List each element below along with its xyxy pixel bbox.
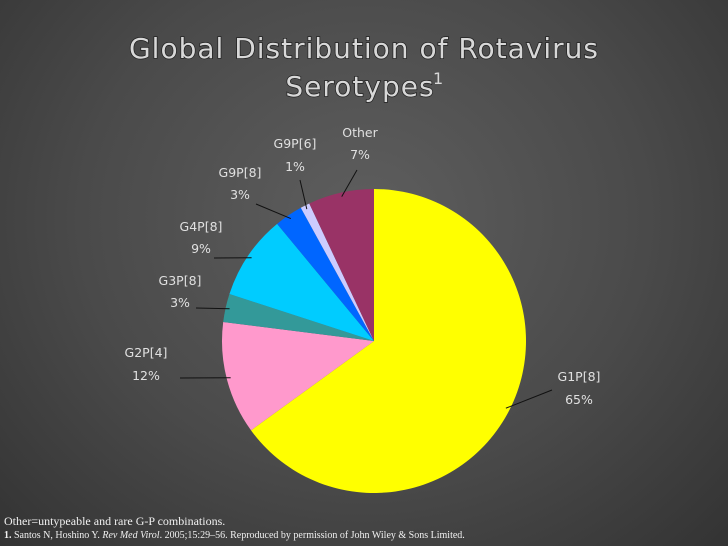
value-label: 1% (285, 159, 305, 174)
footnote-reference: 1. Santos N, Hoshino Y. Rev Med Virol. 2… (4, 530, 465, 541)
pie-slice (251, 189, 526, 493)
ref-rest: . 2005;15:29–56. Reproduced by permissio… (159, 530, 465, 541)
leader-line (505, 389, 553, 409)
pie-slice (300, 203, 374, 341)
title-superscript: 1 (433, 69, 443, 88)
ref-authors: Santos N, Hoshino Y. (14, 530, 100, 541)
value-label: 65% (565, 392, 593, 407)
slice-label: G1P[8] (558, 369, 601, 384)
leader-line (195, 307, 230, 310)
title-line-1: Global Distribution of Rotavirus (129, 32, 599, 65)
value-label: 7% (350, 147, 370, 162)
slice-label: Other (342, 125, 378, 140)
value-label: 3% (230, 187, 250, 202)
leader-line (341, 169, 358, 197)
leader-line (255, 203, 292, 220)
slice-label: G3P[8] (159, 273, 202, 288)
leader-line (299, 179, 308, 210)
ref-journal: Rev Med Virol (102, 530, 160, 541)
footnote-note: Other=untypeable and rare G-P combinatio… (4, 514, 226, 528)
pie-slice (309, 189, 374, 341)
slice-label: G4P[8] (180, 219, 223, 234)
value-label: 12% (132, 368, 160, 383)
pie-slice (222, 321, 374, 431)
slice-label: G2P[4] (125, 345, 168, 360)
value-label: 3% (170, 295, 190, 310)
slice-label: G9P[6] (274, 136, 317, 151)
pie-slice (223, 294, 374, 341)
value-label: 9% (191, 241, 211, 256)
slice-label: G9P[8] (219, 165, 262, 180)
pie-slice (229, 223, 374, 341)
pie-slice (277, 207, 374, 341)
ref-number: 1. (4, 530, 12, 541)
title-line-2: Serotypes (285, 70, 434, 103)
